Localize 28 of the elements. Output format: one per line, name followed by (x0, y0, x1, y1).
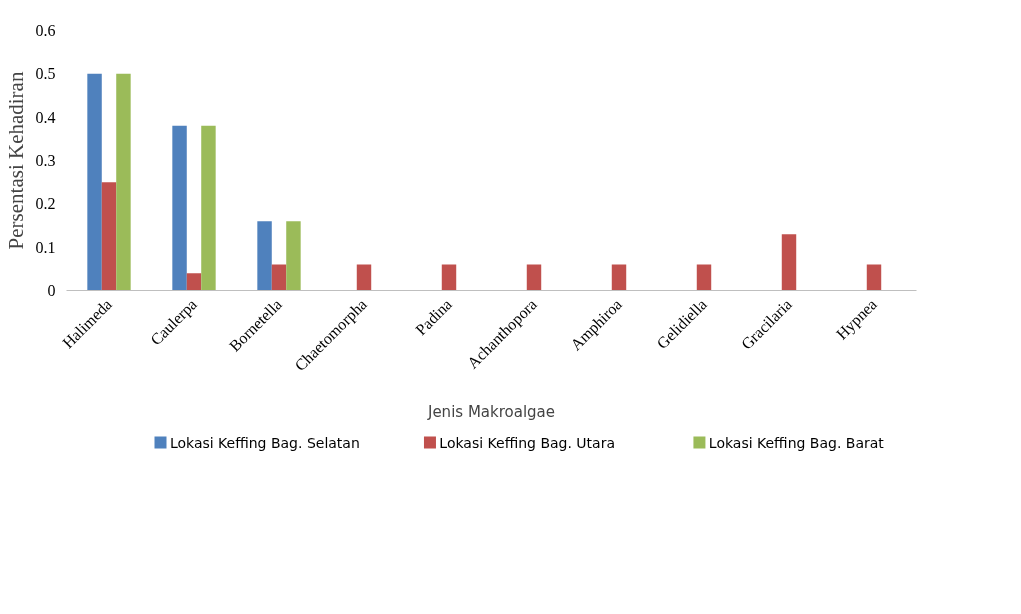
bar (286, 221, 301, 291)
legend-label: Lokasi Keffing Bag. Barat (708, 434, 885, 451)
legend-label: Lokasi Keffing Bag. Selatan (169, 434, 360, 451)
bar (101, 182, 117, 291)
bar (696, 264, 712, 291)
y-tick-label: 0.5 (35, 65, 56, 83)
bar (257, 221, 272, 291)
y-tick-label: 0.1 (35, 238, 56, 256)
bar (186, 273, 202, 291)
bar (356, 264, 372, 291)
bar (441, 264, 457, 291)
bar (201, 125, 216, 291)
y-tick-label: 0.4 (35, 108, 56, 126)
bar (116, 73, 131, 291)
bar (526, 264, 542, 291)
y-axis-title: Persentasi Kehadiran (3, 71, 28, 250)
bar (611, 264, 627, 291)
y-tick-label: 0.6 (35, 22, 56, 39)
bar (866, 264, 882, 291)
x-axis-title: Jenis Makroalgae (426, 403, 556, 422)
bar (172, 125, 187, 291)
y-tick-label: 0.3 (35, 152, 56, 169)
bar (87, 73, 102, 291)
y-tick-label: 0 (47, 282, 56, 299)
y-tick-label: 0.2 (35, 195, 56, 213)
bar (781, 234, 797, 291)
bar (271, 264, 287, 291)
legend-label: Lokasi Keffing Bag. Utara (439, 434, 616, 451)
